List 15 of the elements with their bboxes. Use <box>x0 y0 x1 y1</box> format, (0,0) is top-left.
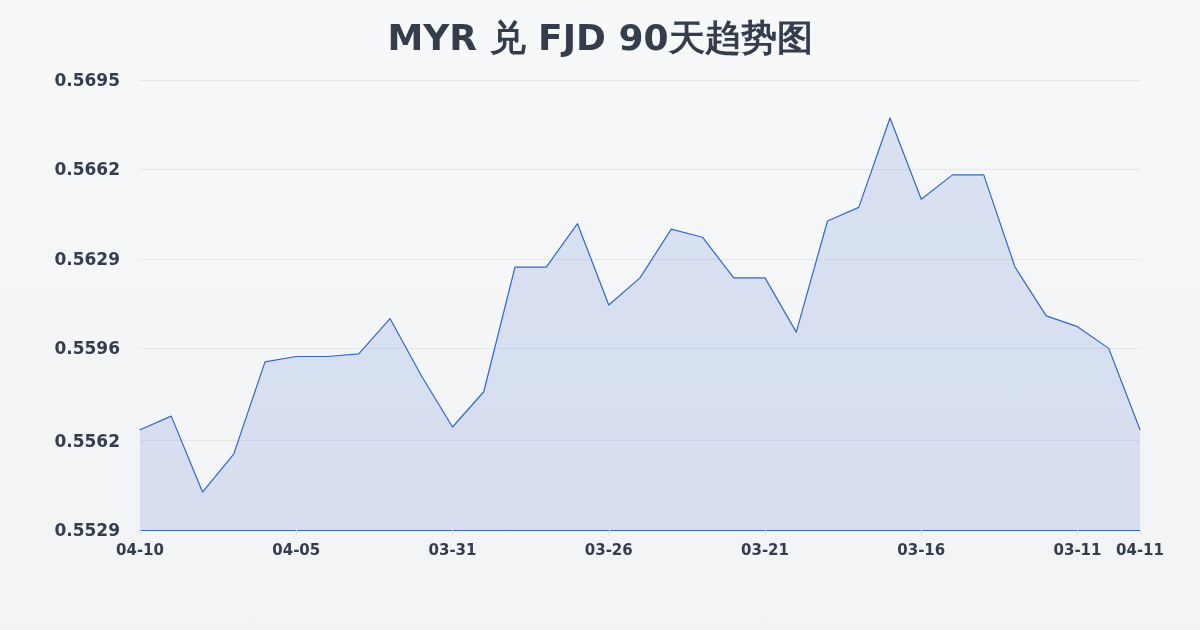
y-tick-label: 0.5662 <box>54 159 120 180</box>
y-tick-label: 0.5629 <box>54 248 120 269</box>
y-tick-label: 0.5695 <box>54 70 120 90</box>
x-tick-label: 03-16 <box>897 540 946 559</box>
x-tick-label: 04-10 <box>116 540 164 559</box>
y-tick-label: 0.5529 <box>54 520 120 540</box>
x-tick-label: 03-21 <box>741 540 789 559</box>
x-tick-label: 03-11 <box>1053 540 1102 559</box>
x-tick-label: 03-26 <box>584 540 633 559</box>
chart-title: MYR 兑 FJD 90天趋势图 <box>387 16 813 58</box>
x-tick-label: 04-11 <box>1116 540 1164 559</box>
y-tick-label: 0.5562 <box>54 430 120 451</box>
y-tick-label: 0.5596 <box>54 338 120 359</box>
x-tick-label: 04-05 <box>272 540 321 559</box>
x-tick-label: 03-31 <box>428 540 477 559</box>
